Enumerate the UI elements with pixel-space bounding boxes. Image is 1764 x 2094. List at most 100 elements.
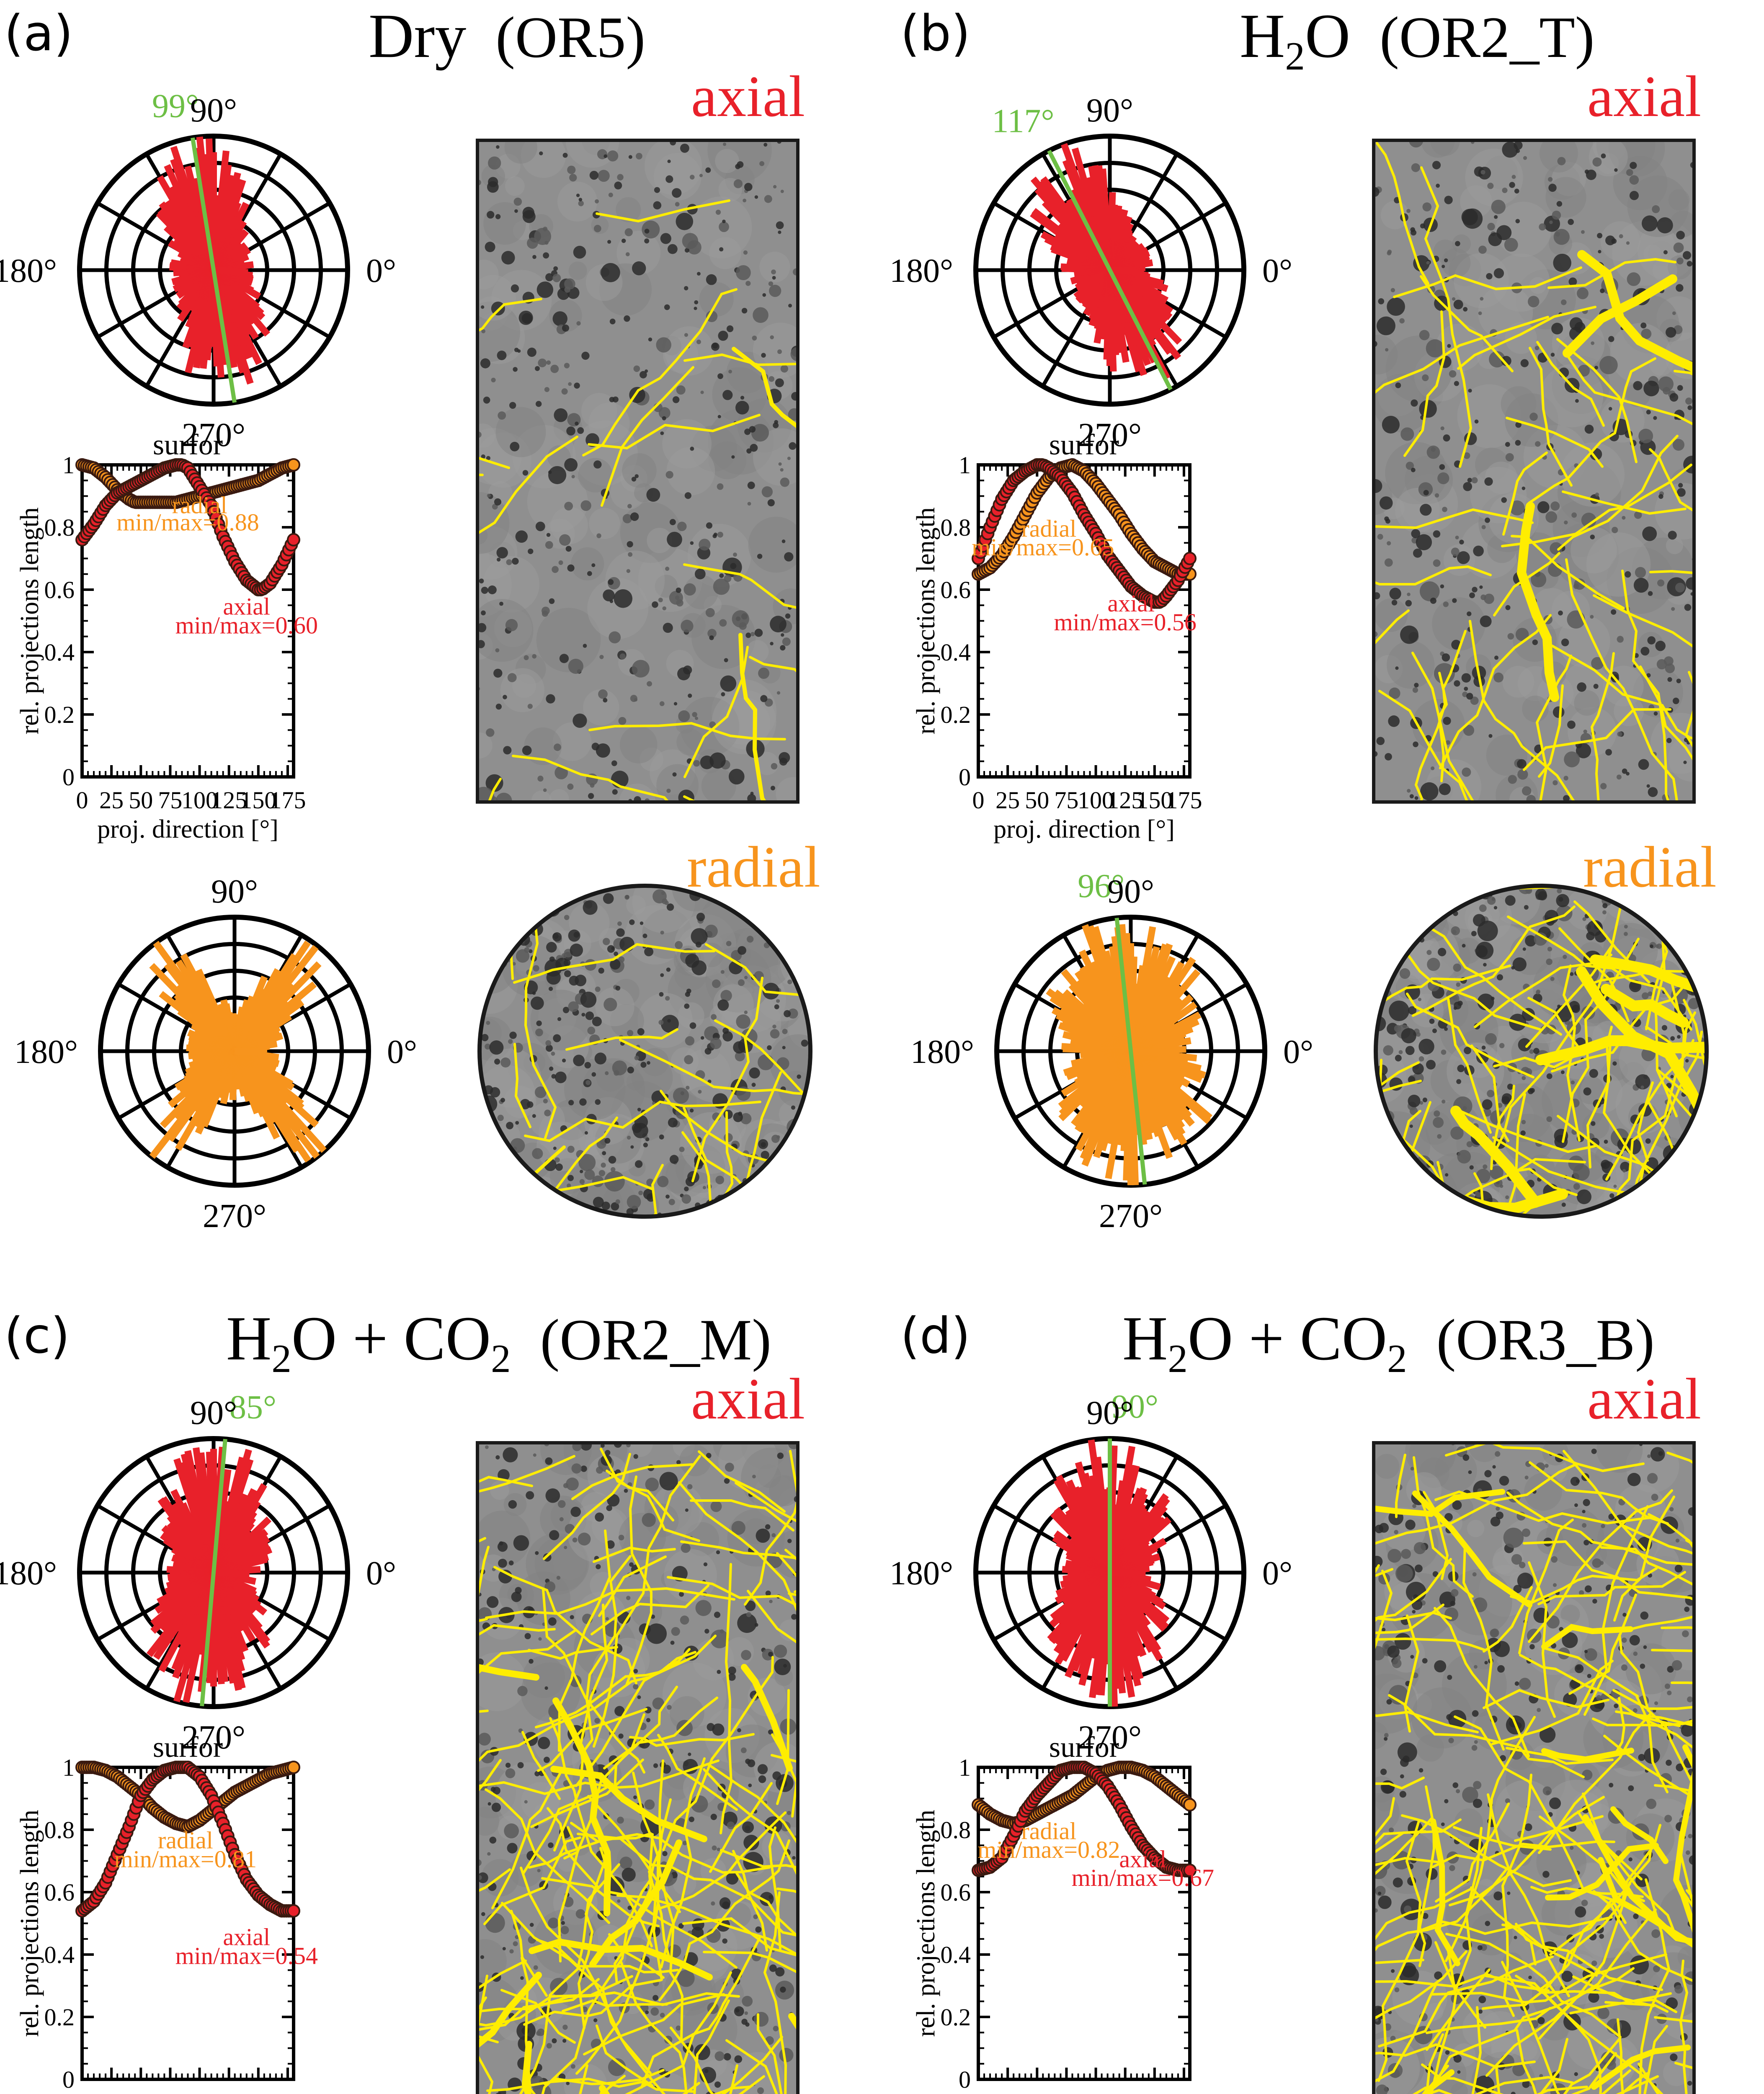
fracture-trace (1376, 890, 1439, 912)
fracture-trace (1491, 1660, 1614, 1745)
subscript: 2 (271, 1336, 291, 1381)
fracture-trace (575, 1648, 691, 1787)
rose-label-90: 90° (1086, 92, 1133, 129)
mean-direction-label: 99° (152, 88, 199, 125)
fracture-trace (483, 1836, 581, 1925)
x-tick-label: 25 (995, 787, 1020, 814)
fracture-trace (485, 1587, 735, 1619)
y-tick-label: 1 (959, 451, 971, 479)
fracture-trace (1590, 954, 1707, 1001)
fracture-trace (477, 1960, 527, 1990)
fracture-trace (1378, 1955, 1554, 2048)
mean-direction-label: 85° (230, 1389, 276, 1426)
fracture-trace (1445, 1716, 1536, 1962)
fracture-trace (1657, 1069, 1707, 1178)
fracture-trace (1582, 1792, 1643, 1880)
y-tick-label: 0.6 (44, 576, 75, 603)
fracture-trace (557, 1826, 580, 1962)
ct-axial-image (477, 140, 798, 802)
y-tick-label: 0.4 (44, 1941, 75, 1968)
fracture-trace (1374, 1959, 1424, 1965)
fracture-trace (1551, 645, 1694, 740)
ct-radial-image (480, 886, 810, 1217)
fracture-trace (565, 1028, 678, 1051)
chart-title: surfor (153, 1731, 223, 1764)
fracture-trace (1683, 999, 1707, 1217)
fracture-trace (1516, 502, 1559, 702)
y-tick-label: 0 (62, 2066, 75, 2093)
fracture-trace (1483, 1689, 1609, 1709)
panel-title: H2O + CO2 (OR2_M) (226, 1302, 771, 1382)
fracture-trace (1557, 1115, 1656, 1173)
fracture-trace (487, 778, 502, 802)
ct-frame (1372, 1441, 1696, 2094)
chart-title: surfor (153, 429, 223, 461)
fracture-trace (477, 1475, 533, 1487)
x-tick-label: 150 (1136, 2089, 1173, 2094)
axial-minmax: min/max=0.56 (1054, 609, 1196, 636)
fracture-trace (1413, 917, 1562, 1036)
panel-label: (a) (4, 4, 73, 62)
sample-id: (OR2_T) (1380, 5, 1595, 70)
fracture-trace (477, 1635, 717, 1764)
radial-rose-diagram: 96°90° 180° 0° 270° (910, 868, 1313, 1235)
x-tick-label: 125 (1107, 787, 1143, 814)
fracture-trace (1648, 1513, 1694, 1551)
fracture-trace (741, 1664, 793, 1772)
fracture-trace (1413, 1456, 1474, 1598)
fracture-trace (553, 1604, 609, 1852)
panel-title: H2O (OR2_T) (1240, 0, 1594, 79)
panel-label: (c) (4, 1307, 70, 1364)
fracture-trace (485, 1788, 610, 1924)
rose-label-180: 180° (890, 253, 953, 289)
y-tick-label: 0.6 (44, 1879, 75, 1906)
x-tick-label: 25 (99, 787, 124, 814)
radial-annotation: radial (1021, 1817, 1076, 1844)
rose-label-180: 180° (0, 1555, 57, 1592)
fracture-trace (1535, 655, 1572, 802)
fracture-trace (1483, 1586, 1533, 1653)
fracture-trace (1423, 1491, 1449, 1580)
y-tick-label: 1 (959, 1754, 971, 1781)
fracture-trace (528, 1832, 652, 1869)
fracture-trace (1571, 2052, 1617, 2094)
fracture-trace (549, 1717, 653, 1947)
y-tick-label: 0.4 (941, 1941, 971, 1968)
fracture-trace (541, 1877, 660, 1927)
fracture-trace (521, 1731, 561, 1800)
fracture-trace (528, 1646, 618, 1660)
fracture-trace (1516, 2029, 1537, 2094)
fracture-trace (535, 1651, 696, 1728)
axial-view-label: axial (1587, 1367, 1702, 1431)
fracture-trace (606, 1470, 674, 1522)
fracture-trace (614, 1686, 678, 1791)
mean-direction-line (1047, 150, 1173, 391)
fracture-trace (1556, 338, 1638, 463)
fracture-trace (1514, 1815, 1604, 1842)
data-point (1183, 1863, 1197, 1877)
fracture-trace (732, 347, 798, 441)
fracture-trace (552, 1697, 612, 1916)
fracture-trace (680, 1540, 798, 1560)
fracture-trace (575, 1872, 661, 2075)
fracture-trace (1490, 1085, 1515, 1170)
fracture-trace (1421, 2063, 1504, 2094)
fracture-trace (1487, 1793, 1570, 1997)
condition-text: H (226, 1304, 272, 1373)
panel-d: (d)H2O + CO2(OR3_B)axialradial90°90°180°… (890, 1302, 1764, 2094)
fracture-trace (1562, 938, 1640, 1143)
fracture-trace (1374, 1570, 1393, 1655)
axial-minmax: min/max=0.60 (175, 611, 318, 639)
fracture-trace (667, 1576, 798, 1607)
fracture-trace (591, 1584, 709, 1635)
sample-id: (OR3_B) (1436, 1307, 1655, 1372)
fracture-trace (1434, 1490, 1651, 1525)
y-tick-label: 0.8 (941, 1816, 971, 1844)
mean-direction-line (191, 137, 237, 403)
fracture-trace (1376, 1172, 1382, 1217)
fracture-trace (683, 795, 699, 802)
fracture-trace (681, 1131, 725, 1217)
fracture-trace (1445, 1933, 1622, 2038)
x-tick-label: 175 (1166, 2089, 1202, 2094)
